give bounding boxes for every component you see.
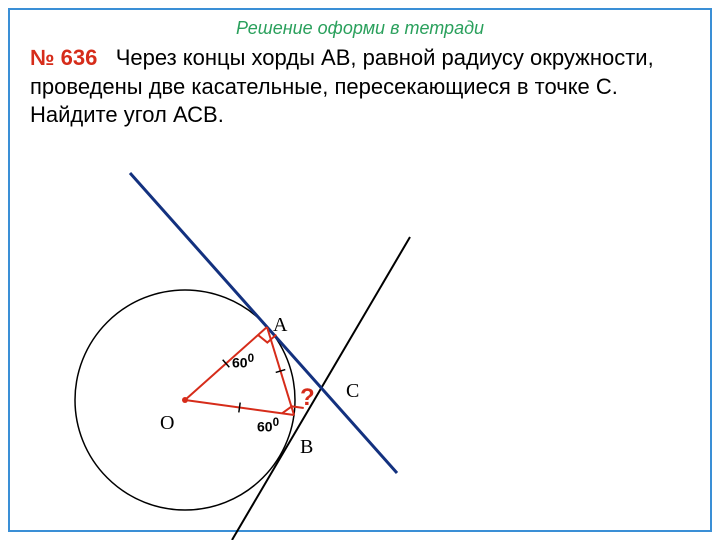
point-label-A: А [273, 314, 287, 337]
hint-text: Решение оформи в тетради [0, 18, 720, 39]
diagram-svg [0, 140, 720, 540]
point-label-C: С [346, 380, 359, 403]
point-label-O: О [160, 412, 174, 435]
problem-number: № 636 [30, 45, 97, 70]
angle-label-OAB: 600 [232, 352, 254, 371]
point-label-B: В [300, 436, 313, 459]
problem-statement: № 636 Через концы хорды АВ, равной радиу… [30, 44, 680, 130]
question-mark: ? [300, 384, 315, 412]
geometry-diagram: О А В С 600 600 ? [0, 140, 720, 540]
problem-body: Через концы хорды АВ, равной радиусу окр… [30, 45, 654, 127]
angle-label-OBA: 600 [257, 416, 279, 435]
